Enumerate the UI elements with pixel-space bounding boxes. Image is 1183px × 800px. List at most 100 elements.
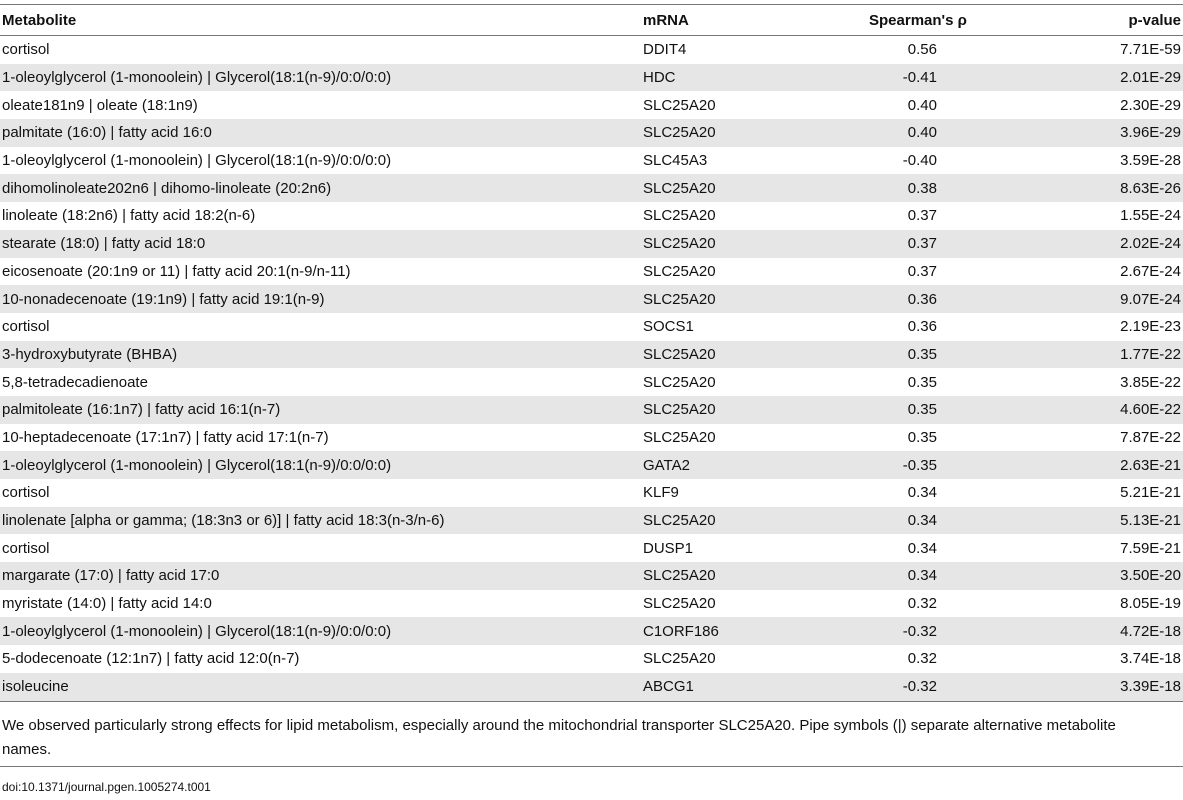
cell-spearman-rho: -0.32 [863, 672, 1063, 702]
cell-mrna: KLF9 [643, 484, 679, 502]
cell-p-value: 2.19E-23 [1120, 318, 1181, 336]
table-row: 10-heptadecenoate (17:1n7) | fatty acid … [0, 424, 1183, 452]
table-row: 3-hydroxybutyrate (BHBA) SLC25A20 0.35 1.77… [0, 340, 1183, 369]
cell-p-value: 8.05E-19 [1120, 595, 1181, 613]
cell-metabolite: dihomolinoleate202n6 | dihomo-linoleate … [0, 174, 641, 203]
table-header-row: Metabolite mRNA Spearman's ρ p-value [0, 4, 1183, 36]
cell-p-value: 4.72E-18 [1063, 617, 1183, 646]
cell-spearman-rho: -0.32 [863, 617, 1063, 646]
cell-spearman-rho: 0.56 [907, 41, 937, 59]
table-row: stearate (18:0) | fatty acid 18:0 SLC25A2… [0, 229, 1183, 258]
cell-mrna: SLC25A20 [641, 395, 863, 424]
cell-spearman-rho: 0.36 [907, 318, 937, 336]
table-row: 1-oleoylglycerol (1-monoolein) | Glycero… [0, 147, 1183, 175]
cell-mrna: SLC25A20 [643, 650, 716, 668]
table-row: 5,8-tetradecadienoate SLC25A20 0.35 3.85E-2… [0, 368, 1183, 396]
cell-spearman-rho: 0.38 [863, 174, 1063, 203]
cell-mrna: SLC25A20 [643, 373, 716, 391]
table-row: 1-oleoylglycerol (1-monoolein) | Glycero… [0, 617, 1183, 646]
cell-metabolite: cortisol [2, 484, 50, 502]
cell-metabolite: stearate (18:0) | fatty acid 18:0 [0, 229, 641, 258]
cell-p-value: 2.02E-24 [1063, 229, 1183, 258]
cell-metabolite: 1-oleoylglycerol (1-monoolein) | Glycero… [0, 63, 641, 92]
header-mrna: mRNA [641, 4, 863, 36]
cell-p-value: 7.59E-21 [1120, 539, 1181, 557]
cell-spearman-rho: 0.40 [863, 119, 1063, 147]
cell-metabolite: margarate (17:0) | fatty acid 17:0 [0, 562, 641, 590]
cell-spearman-rho: 0.34 [907, 539, 937, 557]
cell-spearman-rho: 0.35 [863, 395, 1063, 424]
table-row: margarate (17:0) | fatty acid 17:0 SLC25A… [0, 562, 1183, 590]
cell-metabolite: 10-nonadecenoate (19:1n9) | fatty acid 1… [0, 285, 641, 313]
table-row: linolenate [alpha or gamma; (18:3n3 or 6… [0, 506, 1183, 535]
cell-metabolite: 1-oleoylglycerol (1-monoolein) | Glycero… [0, 451, 641, 479]
table-row: oleate181n9 | oleate (18:1n9) SLC25A20 0.4… [0, 91, 1183, 119]
cell-metabolite: 10-heptadecenoate (17:1n7) | fatty acid … [2, 428, 329, 446]
cell-p-value: 8.63E-26 [1063, 174, 1183, 203]
table-row: palmitoleate (16:1n7) | fatty acid 16:1(… [0, 395, 1183, 424]
cell-p-value: 9.07E-24 [1063, 285, 1183, 313]
cell-p-value: 3.96E-29 [1063, 119, 1183, 147]
cell-metabolite: 1-oleoylglycerol (1-monoolein) | Glycero… [2, 152, 392, 170]
cell-p-value: 2.63E-21 [1063, 451, 1183, 479]
table-row: cortisol DUSP1 0.34 7.59E-21 [0, 534, 1183, 562]
table-row: cortisol DDIT4 0.56 7.71E-59 [0, 36, 1183, 64]
cell-spearman-rho: 0.32 [907, 595, 937, 613]
cell-metabolite: oleate181n9 | oleate (18:1n9) [2, 96, 198, 114]
cell-spearman-rho: 0.35 [907, 373, 937, 391]
cell-spearman-rho: 0.35 [863, 340, 1063, 369]
cell-spearman-rho: -0.41 [863, 63, 1063, 92]
doi-label: doi:10.1371/journal.pgen.1005274.t001 [2, 780, 211, 794]
table-row: myristate (14:0) | fatty acid 14:0 SLC25A… [0, 590, 1183, 618]
cell-mrna: C1ORF186 [641, 617, 863, 646]
cell-metabolite: isoleucine [0, 672, 641, 702]
cell-p-value: 7.71E-59 [1120, 41, 1181, 59]
cell-spearman-rho: 0.37 [863, 229, 1063, 258]
cell-p-value: 2.30E-29 [1120, 96, 1181, 114]
cell-metabolite: palmitoleate (16:1n7) | fatty acid 16:1(… [0, 395, 641, 424]
table-row: eicosenoate (20:1n9 or 11) | fatty acid … [0, 258, 1183, 286]
cell-p-value: 1.77E-22 [1063, 340, 1183, 369]
header-p-value: p-value [1063, 4, 1183, 36]
cell-spearman-rho: 0.37 [907, 207, 937, 225]
cell-metabolite: 3-hydroxybutyrate (BHBA) [0, 340, 641, 369]
cell-mrna: SLC25A20 [643, 207, 716, 225]
cell-mrna: SLC25A20 [643, 96, 716, 114]
cell-mrna: ABCG1 [641, 672, 863, 702]
results-table: Metabolite mRNA Spearman's ρ p-value cor… [0, 4, 1183, 702]
cell-spearman-rho: 0.34 [907, 484, 937, 502]
cell-mrna: DDIT4 [643, 41, 687, 59]
table-row: 5-dodecenoate (12:1n7) | fatty acid 12:0… [0, 645, 1183, 673]
header-spearman-rho: Spearman's ρ [863, 4, 1063, 36]
cell-mrna: GATA2 [641, 451, 863, 479]
cell-spearman-rho: 0.37 [907, 262, 937, 280]
cell-spearman-rho: 0.34 [863, 506, 1063, 535]
cell-mrna: SLC25A20 [641, 562, 863, 590]
cell-metabolite: eicosenoate (20:1n9 or 11) | fatty acid … [2, 262, 351, 280]
table-row: 10-nonadecenoate (19:1n9) | fatty acid 1… [0, 285, 1183, 313]
cell-metabolite: 5,8-tetradecadienoate [2, 373, 148, 391]
cell-mrna: SOCS1 [643, 318, 694, 336]
cell-spearman-rho: 0.36 [863, 285, 1063, 313]
table-body: cortisol DDIT4 0.56 7.71E-59 1-oleoylglycero… [0, 36, 1183, 702]
cell-p-value: 3.74E-18 [1120, 650, 1181, 668]
cell-mrna: SLC25A20 [643, 595, 716, 613]
table-row: cortisol KLF9 0.34 5.21E-21 [0, 479, 1183, 507]
cell-spearman-rho: -0.40 [902, 152, 937, 170]
cell-p-value: 5.13E-21 [1063, 506, 1183, 535]
cell-mrna: SLC45A3 [643, 152, 708, 170]
cell-metabolite: linoleate (18:2n6) | fatty acid 18:2(n-6… [2, 207, 256, 225]
table-row: linoleate (18:2n6) | fatty acid 18:2(n-6… [0, 202, 1183, 230]
cell-mrna: SLC25A20 [641, 340, 863, 369]
cell-metabolite: myristate (14:0) | fatty acid 14:0 [2, 595, 212, 613]
cell-mrna: SLC25A20 [641, 285, 863, 313]
results-table-container: Metabolite mRNA Spearman's ρ p-value cor… [0, 4, 1183, 702]
cell-metabolite: linolenate [alpha or gamma; (18:3n3 or 6… [0, 506, 641, 535]
cell-p-value: 7.87E-22 [1120, 428, 1181, 446]
cell-mrna: SLC25A20 [641, 174, 863, 203]
cell-p-value: 4.60E-22 [1063, 395, 1183, 424]
table-row: isoleucine ABCG1 -0.32 3.39E-18 [0, 672, 1183, 702]
cell-metabolite: cortisol [2, 539, 50, 557]
cell-mrna: SLC25A20 [643, 262, 716, 280]
cell-p-value: 3.59E-28 [1120, 152, 1181, 170]
